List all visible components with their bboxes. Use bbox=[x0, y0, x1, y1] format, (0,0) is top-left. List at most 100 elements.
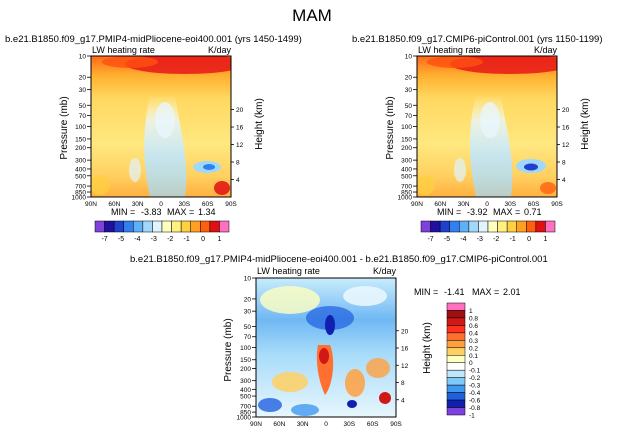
panel-left-label: LW heating rate bbox=[257, 266, 320, 276]
x-tick-label: 60N bbox=[434, 201, 446, 208]
y-tick-label: 20 bbox=[405, 75, 413, 82]
colorbar-label: -7 bbox=[427, 236, 433, 243]
height-axis-label: Height (km) bbox=[422, 322, 433, 374]
y-tick-label: 150 bbox=[75, 136, 86, 143]
y-tick-label: 850 bbox=[240, 410, 251, 417]
colorbar-label: 1 bbox=[469, 308, 473, 315]
min-value: -3.83 bbox=[141, 207, 162, 217]
y-axis-label: Pressure (mb) bbox=[59, 96, 70, 159]
colorbar-swatch bbox=[545, 220, 556, 233]
colorbar-label: -2 bbox=[493, 236, 499, 243]
x-tick-label: 30S bbox=[344, 421, 356, 428]
contour-field bbox=[256, 278, 396, 417]
colorbar-swatch bbox=[446, 355, 466, 363]
x-tick-label: 60N bbox=[108, 201, 120, 208]
colorbar-swatch bbox=[506, 220, 517, 233]
x-tick-label: 60S bbox=[367, 421, 379, 428]
colorbar-label: 0.3 bbox=[469, 338, 478, 345]
colorbar-label: 0 bbox=[201, 236, 205, 243]
y-tick-label: 850 bbox=[75, 190, 86, 197]
height-axis-ticks: 20 16 12 8 4 bbox=[231, 107, 244, 184]
height-tick-label: 20 bbox=[236, 107, 244, 114]
y-tick-label: 700 bbox=[240, 404, 251, 411]
height-tick-label: 8 bbox=[401, 380, 405, 387]
colorbar-swatch bbox=[190, 220, 201, 233]
height-tick-label: 20 bbox=[401, 328, 409, 335]
colorbar: 10.80.60.40.30.20.10-0.1-0.2-0.3-0.4-0.6… bbox=[446, 302, 481, 420]
colorbar-label: -4 bbox=[134, 236, 140, 243]
colorbar-label: 1 bbox=[217, 236, 221, 243]
min-value: -3.92 bbox=[467, 207, 488, 217]
height-tick-label: 16 bbox=[401, 346, 409, 353]
min-value: -1.41 bbox=[444, 287, 465, 297]
max-label: MAX = bbox=[472, 287, 499, 297]
panel-unit-label: K/day bbox=[208, 45, 232, 55]
colorbar-label: -0.2 bbox=[469, 375, 481, 382]
colorbar-label: -0.6 bbox=[469, 398, 481, 405]
max-value: 1.34 bbox=[198, 207, 216, 217]
height-axis-label: Height (km) bbox=[254, 98, 265, 150]
colorbar-swatch bbox=[446, 317, 466, 326]
panel-difference: b.e21.B1850.f09_g17.PMIP4-midPliocene-eo… bbox=[130, 254, 548, 428]
height-tick-label: 4 bbox=[236, 177, 240, 184]
colorbar-label: 1 bbox=[543, 236, 547, 243]
colorbar-swatch bbox=[420, 220, 431, 233]
height-tick-label: 20 bbox=[562, 107, 570, 114]
x-tick-label: 60N bbox=[273, 421, 285, 428]
colorbar-swatch bbox=[526, 220, 537, 233]
y-axis-label: Pressure (mb) bbox=[223, 318, 234, 381]
colorbar-label: -0.4 bbox=[469, 390, 481, 397]
y-tick-label: 10 bbox=[79, 54, 87, 61]
height-tick-label: 16 bbox=[562, 125, 570, 132]
colorbar-swatch bbox=[142, 220, 153, 233]
colorbar-swatch bbox=[104, 220, 115, 233]
max-value: 0.71 bbox=[524, 207, 542, 217]
colorbar-swatch bbox=[446, 407, 466, 416]
x-tick-label: 90N bbox=[411, 201, 423, 208]
colorbar-swatch bbox=[123, 220, 134, 233]
colorbar-label: -7 bbox=[101, 236, 107, 243]
colorbar-label: -2 bbox=[167, 236, 173, 243]
y-tick-label: 300 bbox=[75, 158, 86, 165]
y-axis-label: Pressure (mb) bbox=[385, 96, 396, 159]
x-axis-ticks: 90N 60N 30N 0 30S 60S 90S bbox=[411, 201, 563, 208]
height-tick-label: 8 bbox=[236, 160, 240, 167]
x-tick-label: 90N bbox=[250, 421, 262, 428]
y-tick-label: 30 bbox=[405, 87, 413, 94]
colorbar-swatch bbox=[446, 384, 466, 393]
colorbar: -7 -5 -4 -3 -2 -1 0 1 bbox=[94, 220, 230, 243]
height-tick-label: 4 bbox=[562, 177, 566, 184]
colorbar-swatch bbox=[113, 220, 124, 233]
panel-unit-label: K/day bbox=[373, 266, 397, 276]
y-tick-label: 20 bbox=[244, 296, 252, 303]
max-label: MAX = bbox=[493, 207, 520, 217]
colorbar-swatch bbox=[430, 220, 441, 233]
colorbar-swatch bbox=[516, 220, 527, 233]
page-title: MAM bbox=[292, 6, 332, 25]
colorbar-label: -5 bbox=[118, 236, 124, 243]
colorbar-swatch bbox=[468, 220, 479, 233]
colorbar-swatch bbox=[446, 399, 466, 408]
y-tick-label: 300 bbox=[240, 378, 251, 385]
y-tick-label: 150 bbox=[240, 357, 251, 364]
y-tick-label: 400 bbox=[401, 166, 412, 173]
panel-title: b.e21.B1850.f09_g17.PMIP4-midPliocene-eo… bbox=[5, 34, 302, 45]
colorbar-swatch bbox=[94, 220, 105, 233]
y-tick-label: 50 bbox=[405, 103, 413, 110]
colorbar-label: 0.8 bbox=[469, 315, 478, 322]
height-tick-label: 12 bbox=[236, 142, 244, 149]
colorbar-label: 0 bbox=[527, 236, 531, 243]
colorbar-label: -1 bbox=[509, 236, 515, 243]
colorbar-swatch bbox=[171, 220, 182, 233]
y-tick-label: 100 bbox=[240, 345, 251, 352]
x-axis-ticks: 90N 60N 30N 0 30S 60S 90S bbox=[250, 421, 402, 428]
height-tick-label: 12 bbox=[562, 142, 570, 149]
height-axis-ticks: 20 16 12 8 4 bbox=[557, 107, 570, 184]
height-tick-label: 4 bbox=[401, 397, 405, 404]
y-tick-label: 500 bbox=[401, 173, 412, 180]
colorbar-label: 0.2 bbox=[469, 345, 478, 352]
y-tick-label: 70 bbox=[405, 113, 413, 120]
y-tick-label: 10 bbox=[405, 54, 413, 61]
x-tick-label: 90N bbox=[85, 201, 97, 208]
colorbar-label: -3 bbox=[151, 236, 157, 243]
